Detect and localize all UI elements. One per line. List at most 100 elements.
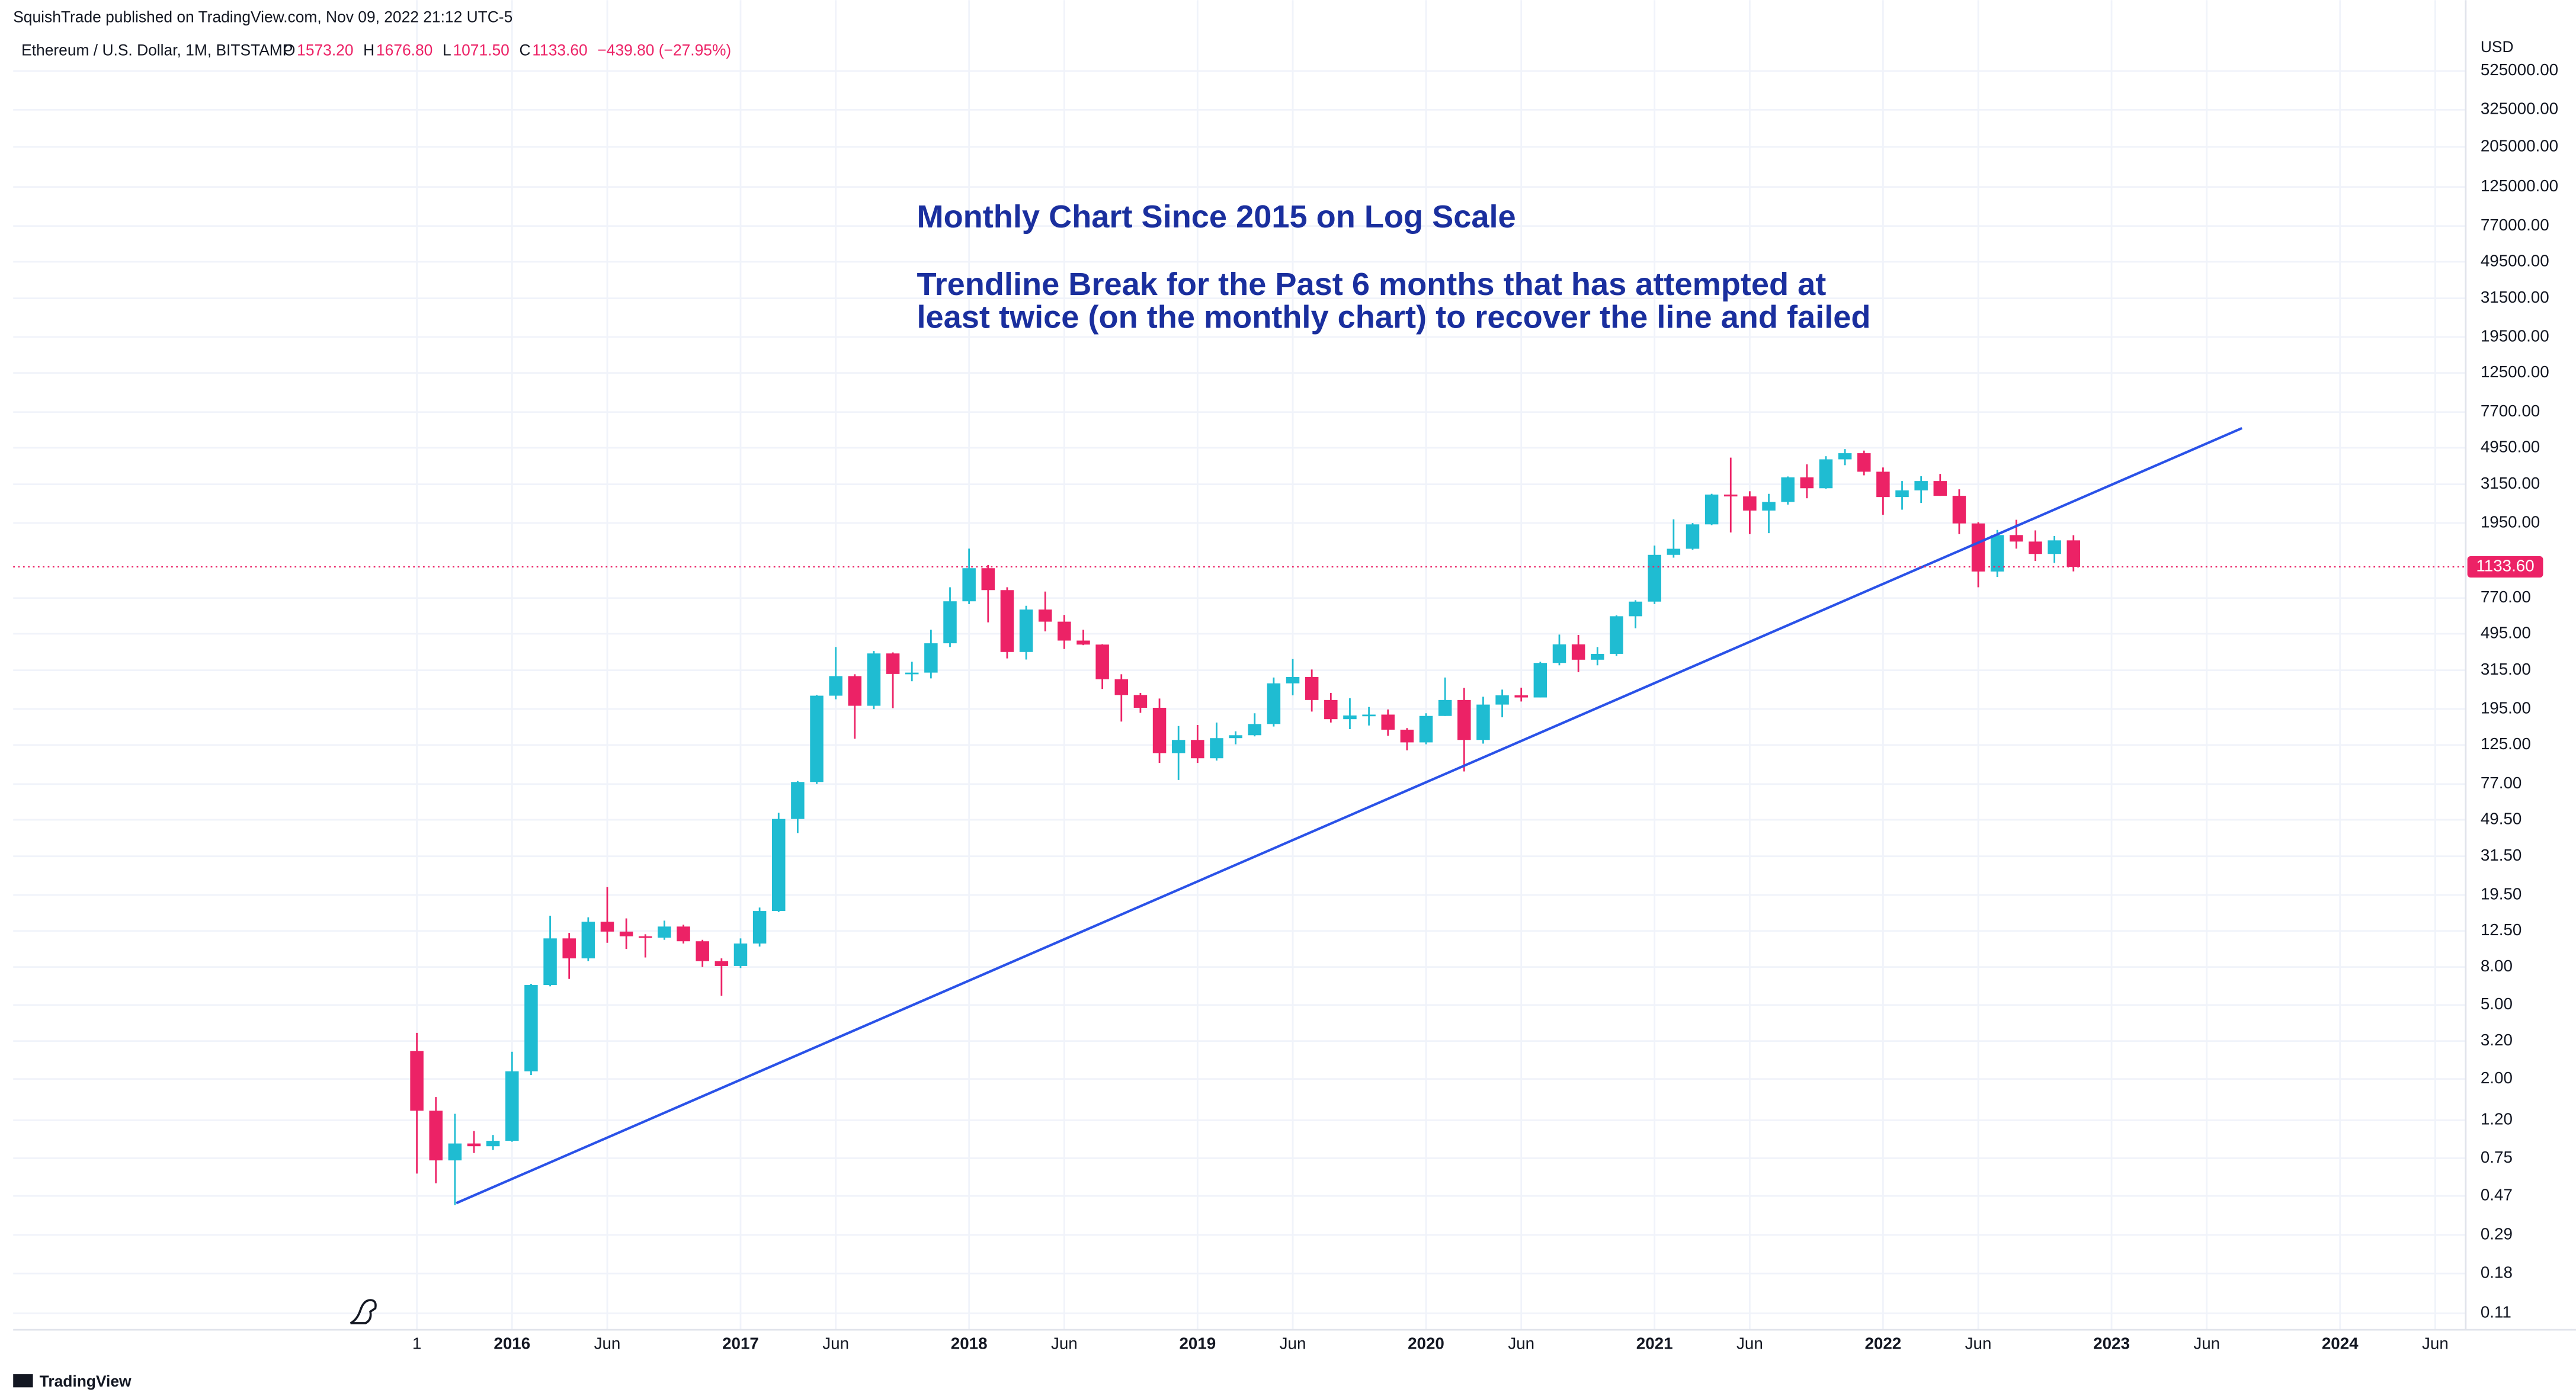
candle-body (791, 782, 805, 819)
candle-body (1876, 471, 1890, 498)
legend-value: 1573.20 (297, 41, 353, 59)
candle-body (524, 985, 538, 1071)
candle-body (600, 922, 614, 932)
x-tick-label: Jun (822, 1334, 849, 1352)
y-tick-label: 7700.00 (2481, 402, 2540, 420)
x-tick-label: Jun (2193, 1334, 2220, 1352)
candle-body (1952, 496, 1966, 524)
x-tick-label: 2023 (2093, 1334, 2130, 1352)
candle-body (486, 1141, 500, 1147)
y-tick-label: 49.50 (2481, 809, 2521, 827)
candle-body (1476, 704, 1490, 740)
y-tick-label: 77000.00 (2481, 216, 2549, 234)
candle-body (1933, 481, 1947, 496)
legend-key: L (443, 41, 451, 59)
candle-body (2029, 541, 2042, 554)
candle-body (1629, 601, 1642, 617)
y-tick-label: 0.29 (2481, 1224, 2513, 1243)
candle-body (1419, 715, 1433, 743)
x-tick-label: 2022 (1864, 1334, 1901, 1352)
candle-body (1895, 490, 1909, 498)
candle-body (848, 676, 862, 706)
legend-change: −439.80 (−27.95%) (597, 41, 731, 59)
y-tick-label: 5.00 (2481, 994, 2513, 1013)
candle-body (981, 568, 995, 591)
candle-body (1438, 700, 1452, 716)
y-tick-label: 4950.00 (2481, 437, 2540, 455)
y-tick-label: 31.50 (2481, 846, 2521, 864)
candle-body (886, 653, 900, 674)
candle-body (1781, 477, 1795, 502)
candle-body (1990, 535, 2004, 572)
candle-body (1095, 644, 1109, 679)
y-tick-label: 0.75 (2481, 1148, 2513, 1166)
x-tick-label: 2024 (2322, 1334, 2359, 1352)
candle-body (1914, 481, 1928, 490)
last-price-label: 1133.60 (2476, 556, 2534, 575)
y-tick-label: 495.00 (2481, 623, 2531, 641)
candle-body (1762, 502, 1776, 511)
candle-body (1495, 695, 1509, 705)
currency: USD (2481, 38, 2514, 56)
candle-body (1800, 477, 1814, 489)
candle-body (752, 911, 767, 944)
y-tick-label: 205000.00 (2481, 136, 2558, 155)
y-tick-label: 0.11 (2481, 1303, 2511, 1321)
candle-body (1610, 616, 1623, 654)
x-tick-label: 2016 (494, 1334, 530, 1352)
y-tick-label: 12500.00 (2481, 362, 2549, 381)
x-tick-label: Jun (1965, 1334, 1992, 1352)
candle-body (1019, 609, 1033, 652)
candle-body (1191, 740, 1204, 759)
candle-body (1857, 453, 1871, 472)
legend-value: 1133.60 (532, 41, 587, 59)
y-tick-label: 525000.00 (2481, 60, 2558, 79)
y-tick-label: 195.00 (2481, 698, 2531, 717)
annotation: Trendline Break for the Past 6 months th… (917, 267, 1826, 302)
candle-body (1267, 683, 1281, 724)
y-tick-label: 12.50 (2481, 920, 2521, 939)
x-tick-label: 2017 (722, 1334, 759, 1352)
candle-body (410, 1051, 424, 1111)
candle-body (1038, 609, 1052, 622)
y-tick-label: 770.00 (2481, 588, 2531, 606)
candle-body (1400, 729, 1414, 743)
candle-body (829, 676, 842, 696)
candle-body (1076, 640, 1090, 645)
candle-body (1362, 714, 1376, 717)
footer-text: TradingView (40, 1372, 132, 1390)
candle-body (1000, 590, 1014, 652)
candle-body (867, 653, 881, 706)
y-tick-label: 77.00 (2481, 774, 2521, 792)
annotation: least twice (on the monthly chart) to re… (917, 300, 1870, 335)
candle-body (1704, 495, 1719, 525)
candle-body (1058, 621, 1071, 641)
candle-body (2048, 540, 2061, 554)
candle-body (1514, 695, 1528, 698)
candle-body (715, 961, 729, 966)
candle-body (1686, 524, 1700, 549)
candle-body (1724, 495, 1738, 497)
candle-body (2010, 535, 2023, 542)
candle-body (810, 695, 824, 782)
x-tick-label: Jun (1736, 1334, 1763, 1352)
legend-key: C (519, 41, 530, 59)
candle-body (1229, 735, 1242, 739)
y-tick-label: 1950.00 (2481, 512, 2540, 531)
candle-body (658, 926, 671, 938)
candle-body (943, 601, 957, 644)
candle-body (1324, 700, 1338, 720)
candle-body (1819, 459, 1833, 489)
x-tick-label: 2021 (1636, 1334, 1673, 1352)
candle-body (1286, 676, 1300, 684)
candle-body (581, 922, 595, 959)
x-tick-label: Jun (1508, 1334, 1534, 1352)
x-tick-label: Jun (2422, 1334, 2449, 1352)
candle-body (733, 943, 748, 966)
y-tick-label: 31500.00 (2481, 288, 2549, 306)
candle-body (2066, 540, 2081, 567)
candle-body (1152, 707, 1167, 753)
y-tick-label: 3.20 (2481, 1031, 2513, 1049)
legend-key: O (283, 41, 296, 59)
